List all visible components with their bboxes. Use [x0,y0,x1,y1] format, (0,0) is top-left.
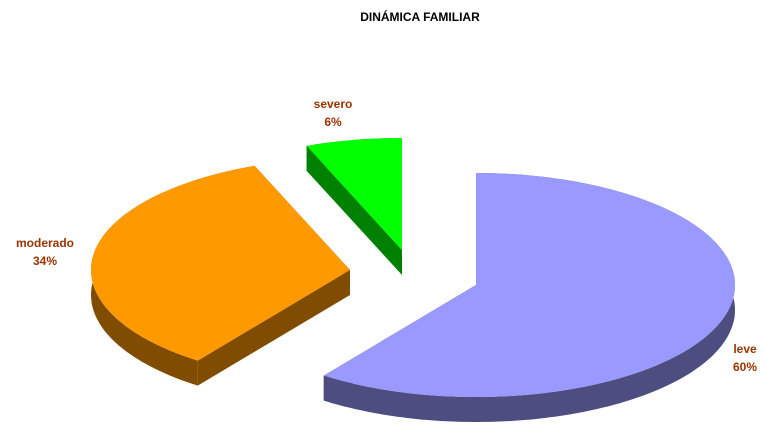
slice-side [323,173,735,422]
slice-label: severo [314,97,353,111]
slice-side [197,270,350,386]
slice-label: leve [733,342,757,356]
chart-title: DINÁMICA FAMILIAR [360,9,480,24]
slice-label: moderado [16,236,74,250]
pie-slice [306,138,402,275]
slice-value-label: 6% [324,115,342,129]
slice-top [306,138,402,250]
pie-slice [91,165,350,386]
slice-side [306,145,402,275]
slice-value-label: 34% [33,254,57,268]
slice-value-label: 60% [733,360,757,374]
pie-slice [323,173,735,422]
slice-top [91,165,350,361]
slice-top [323,173,735,397]
